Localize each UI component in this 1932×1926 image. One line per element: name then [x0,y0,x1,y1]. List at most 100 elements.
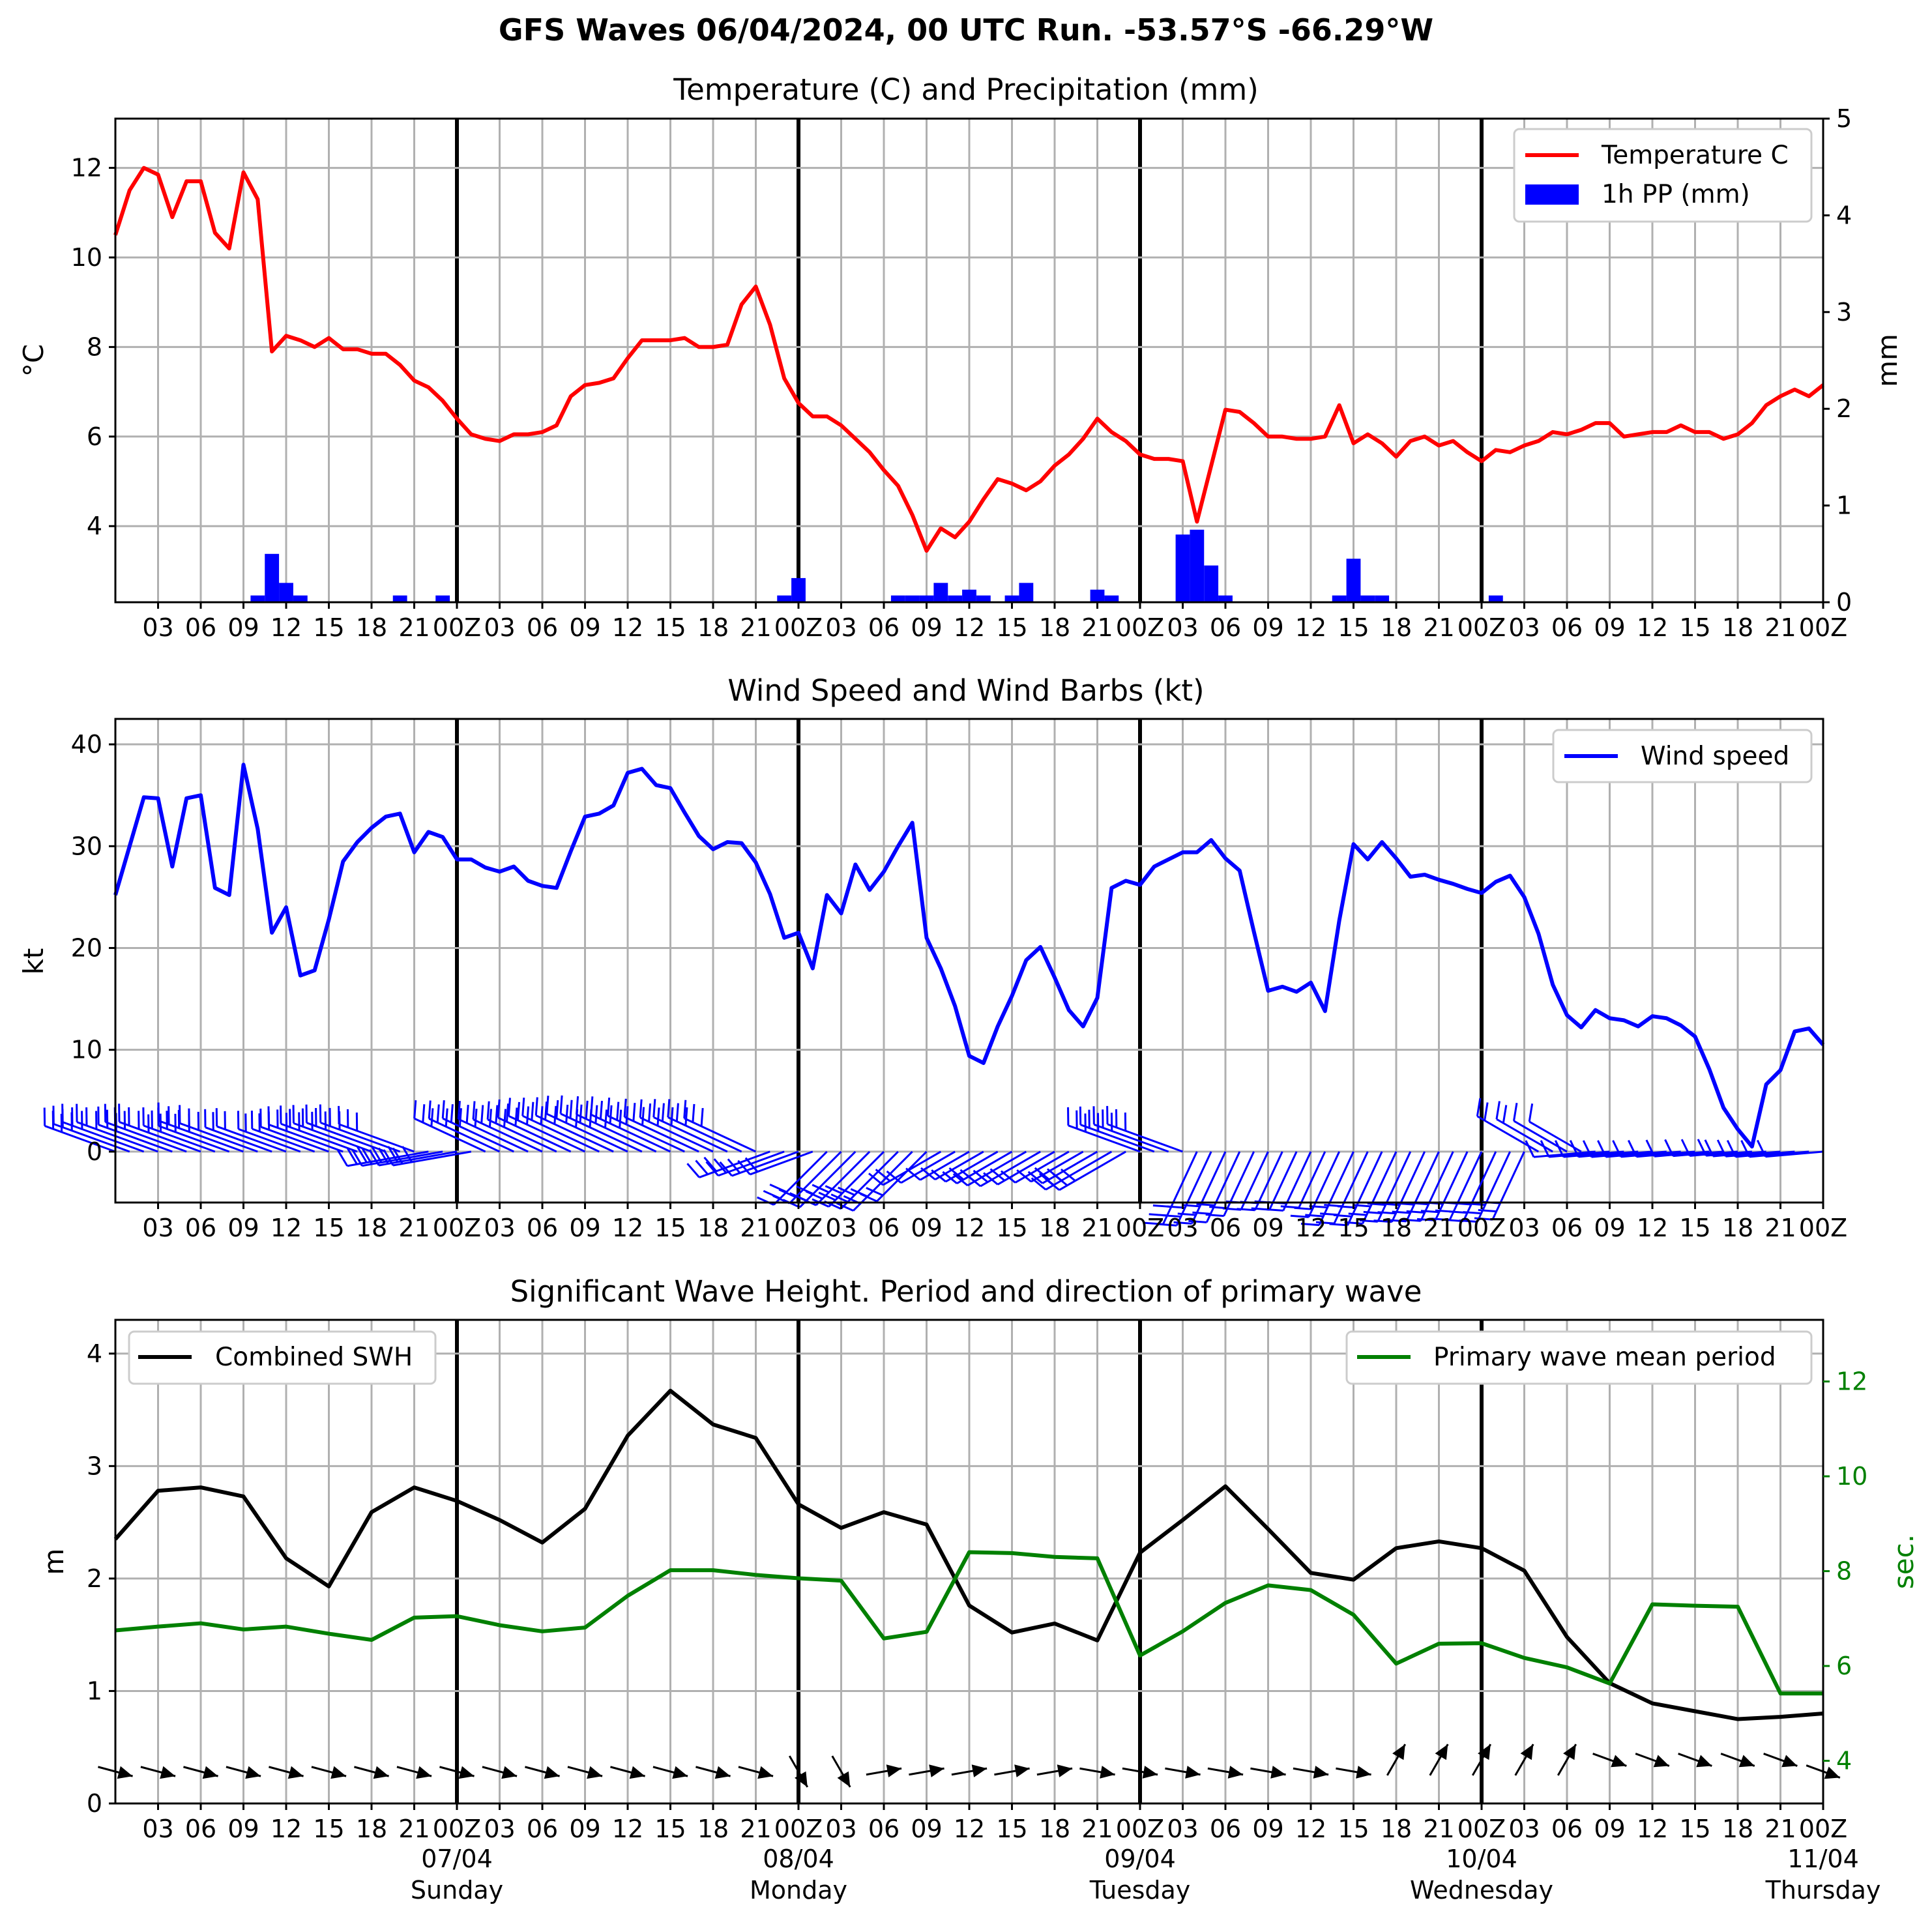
wave-arrow-head [1356,1766,1371,1779]
wind-barb-flag [1463,1211,1482,1215]
x-tick-label: 15 [996,1214,1027,1242]
wind-barb-staff [1434,1151,1469,1221]
wind-barb-flag [1612,1140,1622,1158]
wind-barb-flag [569,1100,573,1118]
wind-barb-flag [457,1101,461,1120]
wind-barb-staff [1045,1150,1113,1191]
wind-barb-flag [472,1101,476,1120]
precip-legend-label: 1h PP (mm) [1602,180,1750,209]
wind-barb-staff [1107,1123,1184,1153]
x-tick-label: 18 [356,613,387,642]
swh-legend-box [128,1330,437,1385]
x-tick-label: 03 [1508,1214,1540,1242]
wind-barb-flag [392,1147,403,1165]
day-name-label: Thursday [1765,1876,1881,1904]
wind-barb-flag [1044,1177,1061,1191]
x-tick-label: 00Z [1799,1214,1847,1242]
wind-barb-flag [368,1149,380,1166]
precip-y-label: mm [1871,334,1903,387]
x-tick-label: 21 [740,1214,771,1242]
period-legend-label: Primary wave mean period [1433,1343,1776,1372]
x-tick-label: 12 [612,1214,643,1242]
wave-arrow-head [1611,1755,1627,1768]
wind-barb-staff [1268,1151,1298,1210]
wind-barb-staff [576,1113,657,1153]
y2-tick-label: 4 [1836,201,1852,229]
wind-barb-staff [362,1150,443,1167]
x-tick-label: 09 [1252,613,1283,642]
wind-barb-flag [705,1161,720,1176]
x-tick-label: 03 [1508,613,1540,642]
y2-tick-label: 10 [1836,1462,1867,1491]
wave-arrow-head [1100,1766,1115,1779]
swh-legend-label: Combined SWH [215,1343,413,1372]
wind-barb-staff [53,1123,130,1153]
wind-barb-staff [158,1125,230,1153]
wind-barb-flag [700,1107,704,1127]
wind-barb-flag [737,1160,751,1175]
x-tick-label: 12 [1637,1214,1668,1242]
wind-barb-staff [1420,1151,1454,1221]
swh-y-ticks: 0 1 2 3 4 [87,1339,115,1818]
precip-bar [948,595,963,602]
x-tick-label: 12 [954,1214,985,1242]
wind-barb-staff [798,1150,856,1208]
wind-barb-staff [44,1125,116,1153]
wind-barb-flag [497,1099,501,1118]
wind-barb-flag [675,1103,679,1122]
wind-barb-flag [965,1174,982,1188]
wind-barb-flag [1305,1214,1324,1218]
wind-barb-flag [1664,1139,1675,1157]
wind-barb-flag [347,1148,358,1165]
wind-barb-staff [414,1117,486,1153]
wind-barb-flag [825,1185,843,1195]
wind-barb-flag [525,1106,530,1125]
wind-barb-flag [905,1167,921,1181]
wind-barb-flag [1528,1103,1534,1122]
wave-arrow-head [458,1766,475,1779]
precip-bar [279,583,293,602]
wind-barb-flag [445,1108,448,1127]
wind-barb-flag [488,1109,492,1128]
wind-barb-flag [866,1187,884,1197]
wind-barb-flag [625,1106,629,1125]
wind-barb-staff [1706,1150,1752,1157]
day-labels: 07/04 Sunday 08/04 Monday 09/04 Tuesday 10/04 W… [411,1845,1881,1904]
wind-barb-flag [402,1146,413,1163]
period-legend-box [1345,1330,1813,1385]
wind-barb-flag [818,1191,836,1201]
y-tick-label: 4 [87,512,102,540]
wind-barb-staff [653,1116,728,1153]
wind-barb-flag [544,1102,548,1120]
wind-barb-flag [604,1109,608,1128]
x-tick-label: 06 [1210,613,1241,642]
wind-barb-staff [98,1124,173,1153]
y-tick-label: 0 [87,1137,102,1166]
wind-barb-flag [1300,1223,1320,1227]
wind-barb-flag [1716,1139,1727,1157]
wind-barb-staff [1254,1151,1283,1211]
wind-barb-flag [609,1105,613,1124]
temperature-y-ticks: 4 6 8 10 12 [71,154,115,540]
wave-arrow-head [1057,1764,1073,1777]
wind-barb-staff [980,1150,1041,1188]
x-tick-label: 09 [227,1815,259,1843]
x-tick-label: 06 [185,1214,216,1242]
x-tick-label: 21 [398,1815,430,1843]
wind-barb-staff [238,1128,301,1153]
wind-barb-flag [1476,1098,1482,1116]
wind-barb-flag [1173,1221,1192,1225]
precip-bar [1488,595,1503,602]
wind-barb-flag [1181,1204,1200,1208]
wind-barb-staff [773,1150,828,1206]
period-legend: Primary wave mean period [1345,1330,1813,1385]
wind-barb-staff [392,1150,472,1167]
x-tick-label: 21 [1081,613,1113,642]
wind-barb-staff [956,1150,1013,1184]
wind-barb-staff [1578,1150,1639,1158]
wind-barb-flag [480,1105,484,1124]
x-tick-label: 18 [1722,1815,1753,1843]
wind-barb-flag [1027,1171,1044,1184]
x-tick-label: 00Z [1457,613,1506,642]
precip-bar [976,595,991,602]
